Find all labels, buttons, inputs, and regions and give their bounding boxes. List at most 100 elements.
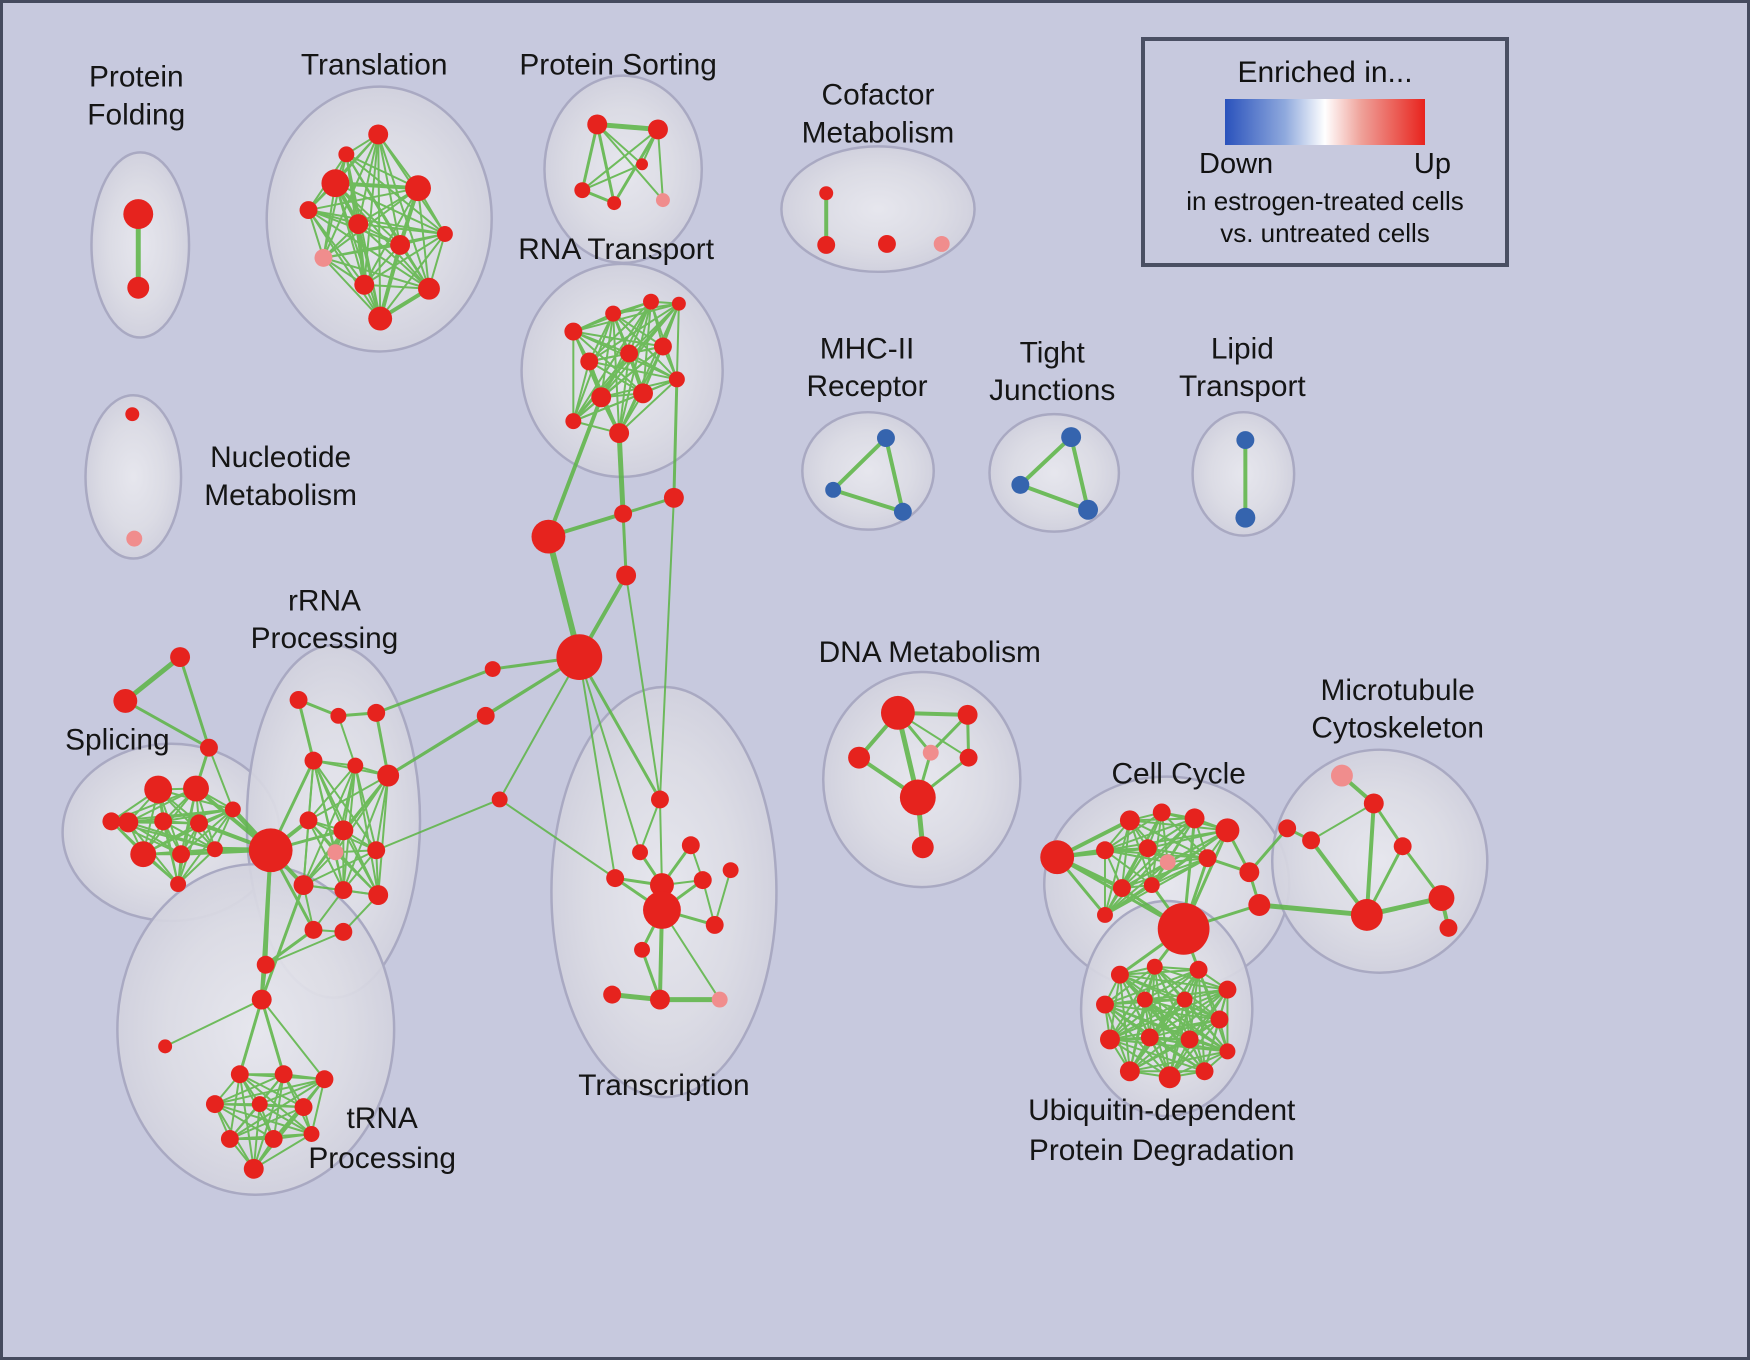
edge — [1103, 817, 1196, 852]
edge — [883, 436, 905, 514]
geneset-node-ST2 — [113, 688, 138, 713]
edge — [1103, 1003, 1229, 1053]
geneset-node-TR11 — [603, 985, 622, 1004]
edge — [658, 496, 675, 801]
edge — [1103, 884, 1153, 916]
geneset-node-R11 — [609, 423, 630, 444]
edge — [307, 764, 357, 822]
geneset-node-R9 — [633, 383, 653, 404]
cluster-label-rna-transport: RNA Transport — [518, 233, 715, 266]
edge — [1153, 965, 1229, 991]
edge — [228, 1073, 241, 1140]
cluster-ellipse-mhc-ii-receptor — [801, 410, 935, 531]
edge — [363, 232, 446, 286]
edge — [207, 746, 234, 811]
edge — [238, 998, 264, 1076]
edge — [612, 312, 678, 381]
geneset-node-TN8 — [294, 1098, 313, 1117]
edge — [264, 930, 345, 966]
legend-down-label: Down — [1199, 148, 1274, 180]
geneset-node-CC8 — [1159, 854, 1176, 871]
geneset-node-M8 — [1393, 837, 1412, 856]
geneset-node-TN6 — [205, 1095, 224, 1114]
geneset-node-CC3 — [1152, 803, 1171, 822]
edge — [345, 153, 446, 235]
edge — [618, 352, 631, 435]
geneset-node-H7 — [491, 791, 508, 808]
edge — [142, 808, 234, 856]
geneset-node-TR6 — [693, 871, 712, 890]
edge — [616, 430, 626, 517]
edge — [1108, 1038, 1229, 1053]
geneset-node-T4 — [405, 175, 431, 202]
geneset-node-LP2 — [1235, 507, 1256, 528]
geneset-node-PS6 — [636, 158, 649, 171]
geneset-node-TR3 — [632, 844, 649, 861]
edge — [356, 222, 367, 287]
geneset-node-RR9 — [333, 820, 354, 841]
edge — [656, 128, 664, 202]
geneset-node-R4 — [671, 296, 686, 311]
geneset-node-T2 — [368, 124, 389, 145]
edge — [1103, 965, 1156, 1006]
edge — [302, 819, 310, 887]
edge — [1103, 861, 1169, 916]
geneset-node-RR17 — [256, 955, 275, 974]
edge — [1103, 849, 1153, 887]
geneset-node-Sp11 — [102, 812, 121, 831]
legend-gradient-bar — [1225, 99, 1425, 145]
geneset-node-TR7 — [722, 862, 739, 879]
geneset-node-U14 — [1158, 1066, 1181, 1089]
geneset-node-D4 — [922, 744, 939, 761]
edge — [258, 1103, 313, 1135]
geneset-node-Sp5 — [190, 814, 208, 833]
edge — [572, 300, 652, 423]
geneset-node-CF2 — [817, 235, 836, 254]
geneset-node-CF4 — [933, 235, 950, 252]
edge — [180, 808, 234, 856]
geneset-node-TN9 — [220, 1130, 239, 1148]
geneset-node-Sp7 — [130, 841, 157, 868]
geneset-node-U13 — [1119, 1061, 1140, 1082]
geneset-node-TR12 — [649, 989, 670, 1010]
geneset-node-M2 — [1363, 793, 1384, 814]
geneset-node-CF1 — [819, 186, 834, 201]
geneset-node-D6 — [899, 779, 936, 816]
geneset-node-H5 — [484, 661, 501, 678]
edge — [322, 232, 446, 259]
geneset-node-TN5 — [315, 1070, 334, 1089]
geneset-node-H2 — [614, 504, 633, 523]
edge — [322, 133, 380, 259]
geneset-node-CC10 — [1112, 879, 1131, 898]
edge — [357, 223, 430, 290]
edge — [1069, 435, 1091, 512]
edge — [264, 928, 315, 967]
edge — [342, 774, 390, 892]
geneset-node-R10 — [668, 371, 685, 388]
cluster-label-dna-metabolism: DNA Metabolism — [819, 636, 1041, 669]
edge — [177, 787, 198, 886]
geneset-node-CF3 — [877, 234, 896, 253]
geneset-node-RR4 — [304, 751, 323, 770]
edge — [1310, 802, 1375, 842]
legend-title: Enriched in... — [1237, 56, 1413, 89]
geneset-node-U1 — [1110, 965, 1129, 984]
edge — [621, 512, 628, 577]
geneset-node-CC7 — [1138, 839, 1157, 858]
edge — [1108, 1018, 1221, 1041]
edge — [260, 998, 326, 1081]
cluster-label-protein-sorting: Protein Sorting — [519, 49, 717, 82]
edge — [1108, 1038, 1206, 1073]
edge — [1146, 829, 1229, 850]
edge — [625, 574, 661, 801]
edge — [1148, 1018, 1221, 1039]
geneset-node-U8 — [1210, 1010, 1229, 1029]
edge — [1146, 847, 1209, 860]
geneset-node-U2 — [1146, 958, 1163, 975]
geneset-node-TN7 — [251, 1096, 268, 1113]
edge — [1108, 973, 1121, 1041]
geneset-node-U12 — [1219, 1043, 1236, 1060]
edge — [498, 798, 617, 880]
edge — [228, 1106, 305, 1140]
